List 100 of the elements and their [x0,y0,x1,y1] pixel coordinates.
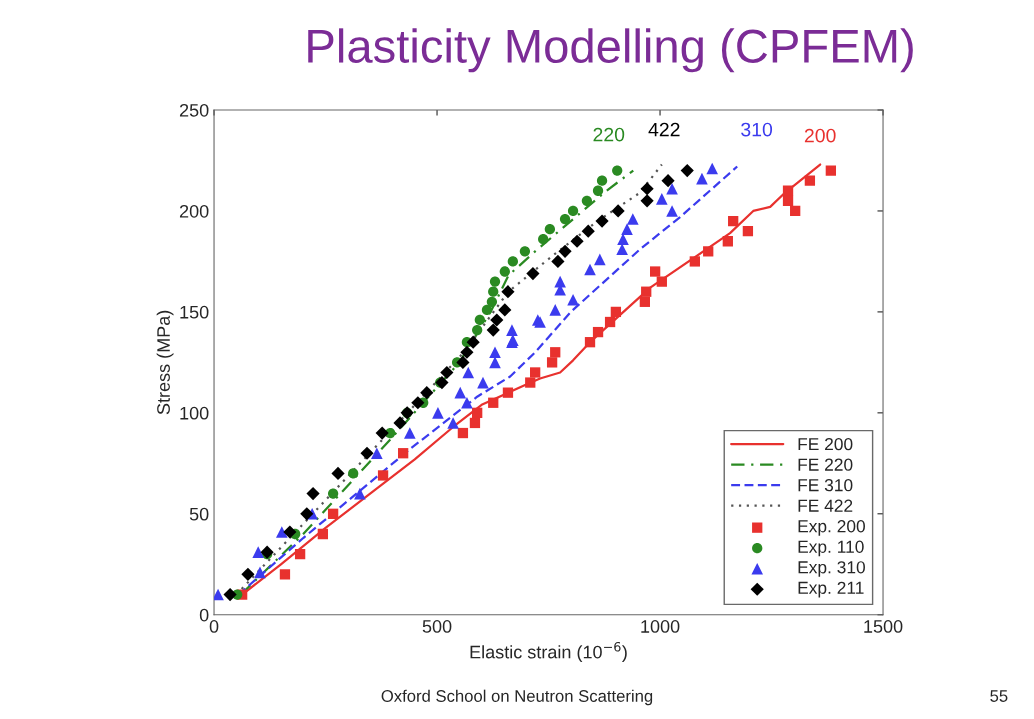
point [276,526,288,538]
point [502,387,514,398]
point [640,194,654,208]
y-tick-label: 250 [179,103,209,117]
point [594,253,606,266]
legend-label: Exp. 211 [798,581,864,598]
annotation: 422 [648,122,680,137]
point [581,224,595,238]
point [612,165,623,176]
point [469,417,481,429]
y-tick-label: 0 [199,608,209,622]
point [525,377,536,388]
point [327,508,339,519]
point [596,175,608,186]
point [420,386,434,400]
point [782,185,794,196]
point [782,195,794,207]
point [447,417,459,429]
point [549,304,562,316]
point [472,407,483,418]
point [454,386,467,399]
point [472,324,483,336]
point [689,256,700,267]
point [457,427,469,439]
y-tick-label: 100 [180,406,209,420]
point [488,397,499,408]
point [260,545,274,559]
point [252,546,264,558]
point [544,223,556,235]
point [627,213,639,225]
point [331,466,345,481]
x-tick-label: 500 [422,620,452,633]
point [486,323,500,337]
point [474,314,485,326]
point [506,324,518,336]
point [306,487,320,501]
point [551,254,565,269]
point [300,507,314,521]
point [722,236,733,247]
point [462,366,475,379]
point [649,266,661,277]
legend-label: FE 220 [798,458,853,471]
point [371,447,383,460]
point [604,316,616,328]
point [488,286,499,297]
point [519,246,531,257]
point [499,266,510,277]
annotation: 220 [593,127,625,142]
y-tick-label: 200 [179,204,209,218]
legend-label: FE 200 [798,437,853,451]
point [486,296,498,307]
text: 55 [990,690,1008,702]
x-tick-label: 1000 [641,620,680,633]
point [550,347,561,358]
point [790,205,801,217]
legend-label: Exp. 110 [798,540,864,557]
point [804,175,816,186]
point [507,256,519,267]
point [327,488,339,499]
point [558,244,572,258]
point [348,468,359,479]
point [241,567,255,581]
point [592,185,604,196]
point [742,225,754,237]
y-axis-title: Stress (MPa) [156,310,174,415]
y-tick-label: 150 [180,305,209,319]
point [317,528,329,540]
point [460,345,474,359]
point [538,234,549,245]
chart-title: Plasticity Modelling (CPFEM) [308,28,913,73]
x-tick-label: 0 [209,620,219,633]
point [728,215,739,227]
annotation: 310 [741,122,773,137]
legend-label: FE 422 [798,499,853,512]
point [530,367,541,378]
point [214,588,224,601]
point [680,163,694,178]
point [611,204,625,218]
point [377,470,389,481]
point [570,234,584,248]
x-tick-label: 1500 [864,620,903,633]
x-axis-title: Elastic strain (10$^{−6}$) [470,641,627,663]
annotation: 200 [804,128,836,143]
point [375,426,389,440]
point [559,213,571,225]
point [567,293,579,306]
point [481,304,493,316]
point [656,193,668,205]
point [567,205,579,217]
point [656,276,667,287]
point [825,165,836,176]
y-tick-label: 50 [189,507,209,521]
point [641,286,652,297]
point [526,266,540,281]
point [254,566,266,579]
text: Oxford School on Neutron Scattering [381,689,653,706]
point [706,162,719,175]
point [621,223,633,235]
point [592,326,604,338]
point [703,246,714,257]
